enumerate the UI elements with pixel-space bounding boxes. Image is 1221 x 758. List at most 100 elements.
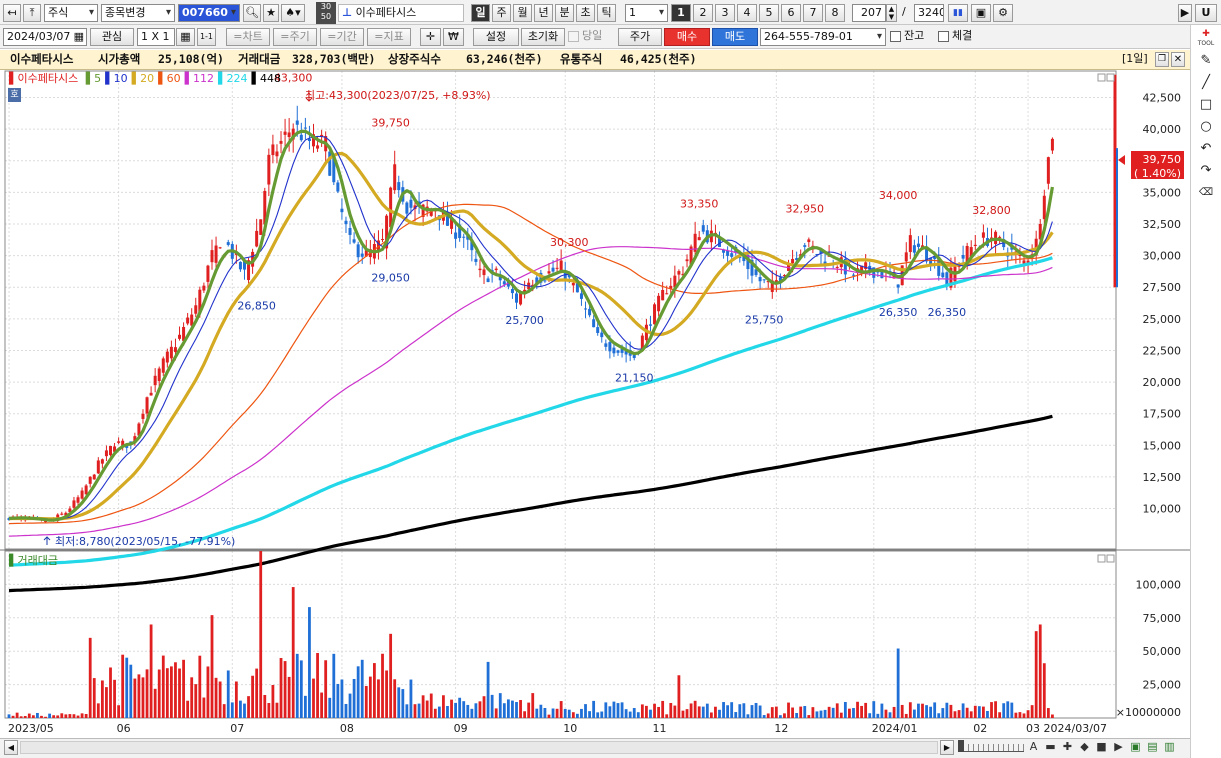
- legend-ma-224[interactable]: 224: [226, 72, 248, 85]
- scroll-home-icon[interactable]: ▮▮: [948, 4, 968, 22]
- zoom-handle[interactable]: [958, 740, 964, 752]
- print-icon[interactable]: ▥: [1164, 740, 1175, 753]
- play-icon[interactable]: ▶: [1114, 740, 1123, 753]
- line-icon[interactable]: ╱: [1202, 75, 1210, 90]
- grid-layout[interactable]: 1 X 1: [137, 28, 175, 46]
- period-button[interactable]: 틱: [597, 4, 616, 22]
- scroll-track[interactable]: [20, 741, 938, 754]
- range-button[interactable]: =기간: [320, 28, 364, 46]
- tool-icon[interactable]: ✚ TOOL: [1197, 29, 1215, 48]
- volume-bar: [908, 702, 912, 718]
- indicator-button[interactable]: =지표: [367, 28, 411, 46]
- stock-code-input[interactable]: 007660: [178, 4, 240, 22]
- candle-body: [173, 347, 177, 352]
- period-button[interactable]: 년: [534, 4, 553, 22]
- right-panel-button[interactable]: ▶: [1178, 4, 1192, 22]
- count-spinner[interactable]: ▲ ▼: [886, 4, 897, 22]
- pencil-icon[interactable]: ✎: [1200, 53, 1212, 68]
- window-restore-icon[interactable]: ❐: [1155, 52, 1169, 67]
- marker-icon[interactable]: ◆: [1080, 740, 1089, 753]
- count-input[interactable]: 207: [852, 4, 886, 22]
- stop-icon[interactable]: ■: [1096, 740, 1107, 753]
- price-button[interactable]: 주가: [618, 28, 662, 46]
- save-icon[interactable]: ▣: [971, 4, 991, 22]
- candle-body: [681, 273, 685, 276]
- zoom-in-icon[interactable]: ✚: [1062, 740, 1073, 753]
- period-button[interactable]: 일: [471, 4, 490, 22]
- period-value-select[interactable]: 1: [625, 4, 668, 22]
- legend-ma-20[interactable]: 20: [140, 72, 155, 85]
- legend-ma-60[interactable]: 60: [166, 72, 181, 85]
- ma-20-line: [8, 151, 1054, 521]
- watch-button[interactable]: 관심: [90, 28, 134, 46]
- period-button[interactable]: 초: [576, 4, 595, 22]
- page-button[interactable]: 5: [759, 4, 779, 22]
- candle-body: [547, 271, 551, 274]
- page-button[interactable]: 7: [803, 4, 823, 22]
- balance-checkbox[interactable]: [890, 31, 901, 42]
- legend-ma-112[interactable]: 112: [193, 72, 215, 85]
- change-stock-select[interactable]: 종목변경: [101, 4, 175, 22]
- candle-body: [307, 138, 311, 142]
- chart-button[interactable]: =차트: [226, 28, 270, 46]
- volume-bar: [72, 714, 76, 718]
- page-button[interactable]: 3: [715, 4, 735, 22]
- crosshair-icon[interactable]: ✛: [420, 28, 441, 46]
- won-button[interactable]: ₩: [443, 28, 464, 46]
- circle-icon[interactable]: ○: [1200, 119, 1212, 134]
- page-button[interactable]: 8: [825, 4, 845, 22]
- page-button[interactable]: 2: [693, 4, 713, 22]
- star-icon[interactable]: ★: [263, 4, 279, 22]
- u-button[interactable]: U: [1195, 4, 1217, 22]
- settings-button[interactable]: 설정: [473, 28, 519, 46]
- candle-body: [819, 250, 823, 254]
- club-icon[interactable]: ♠▾: [281, 4, 305, 22]
- legend-ma-448[interactable]: 448: [259, 72, 281, 85]
- font-icon[interactable]: A: [1029, 740, 1038, 753]
- period-button[interactable]: 월: [513, 4, 532, 22]
- search-icon[interactable]: 🔍︎: [243, 4, 261, 22]
- candle-body: [328, 151, 332, 176]
- hoga-badge[interactable]: 호: [8, 88, 21, 102]
- account-select[interactable]: 264-555-789-01: [760, 28, 886, 46]
- peak-label: 39,750: [371, 116, 410, 129]
- stock-name-field[interactable]: ⊥ 이수페타시스: [338, 4, 464, 22]
- scroll-left-button[interactable]: ◀: [4, 740, 18, 755]
- zoom-slider[interactable]: [958, 744, 1024, 752]
- stock-name: 이수페타시스: [355, 6, 417, 19]
- page-button[interactable]: 4: [737, 4, 757, 22]
- period-button[interactable]: 주: [492, 4, 511, 22]
- legend-ma-10[interactable]: 10: [113, 72, 128, 85]
- grid-icon[interactable]: ▦: [176, 28, 195, 46]
- window-close-icon[interactable]: ✕: [1171, 52, 1185, 67]
- peak-label: 25,700: [505, 314, 544, 327]
- market-select[interactable]: 주식: [44, 4, 98, 22]
- date-input[interactable]: 2024/03/07 ▦: [3, 28, 87, 46]
- x-tick-label: 2023/05: [8, 722, 54, 735]
- page-button[interactable]: 1: [671, 4, 691, 22]
- span-badge[interactable]: 30 50: [316, 2, 336, 24]
- dock-left-button[interactable]: ↤: [3, 4, 21, 22]
- zoom-out-icon[interactable]: ▬: [1045, 740, 1056, 753]
- period-button[interactable]: 분: [555, 4, 574, 22]
- scroll-right-button[interactable]: ▶: [940, 740, 954, 755]
- undo-icon[interactable]: ↶: [1200, 141, 1212, 156]
- pin-button[interactable]: ⤒: [23, 4, 41, 22]
- rectangle-icon[interactable]: □: [1199, 97, 1213, 112]
- today-checkbox[interactable]: [568, 31, 579, 42]
- legend-ma-5[interactable]: 5: [94, 72, 102, 85]
- reset-button[interactable]: 초기화: [521, 28, 565, 46]
- redo-icon[interactable]: ↷: [1200, 163, 1212, 178]
- page-button[interactable]: 6: [781, 4, 801, 22]
- calendar-icon[interactable]: ▦: [73, 30, 84, 43]
- grid-small-button[interactable]: 1-1: [197, 28, 216, 46]
- excel-icon[interactable]: ▣: [1130, 740, 1141, 753]
- export-icon[interactable]: ▤: [1147, 740, 1158, 753]
- buy-button[interactable]: 매수: [664, 28, 710, 46]
- fill-checkbox[interactable]: [938, 31, 949, 42]
- cycle-button[interactable]: =주기: [273, 28, 317, 46]
- price-chart[interactable]: 10,000 12,500 15,000 17,500 20,000 22,500 25,0…: [0, 70, 1190, 738]
- gear-icon[interactable]: ⚙: [993, 4, 1013, 22]
- sell-button[interactable]: 매도: [712, 28, 758, 46]
- eraser-icon[interactable]: ⌫: [1198, 187, 1214, 198]
